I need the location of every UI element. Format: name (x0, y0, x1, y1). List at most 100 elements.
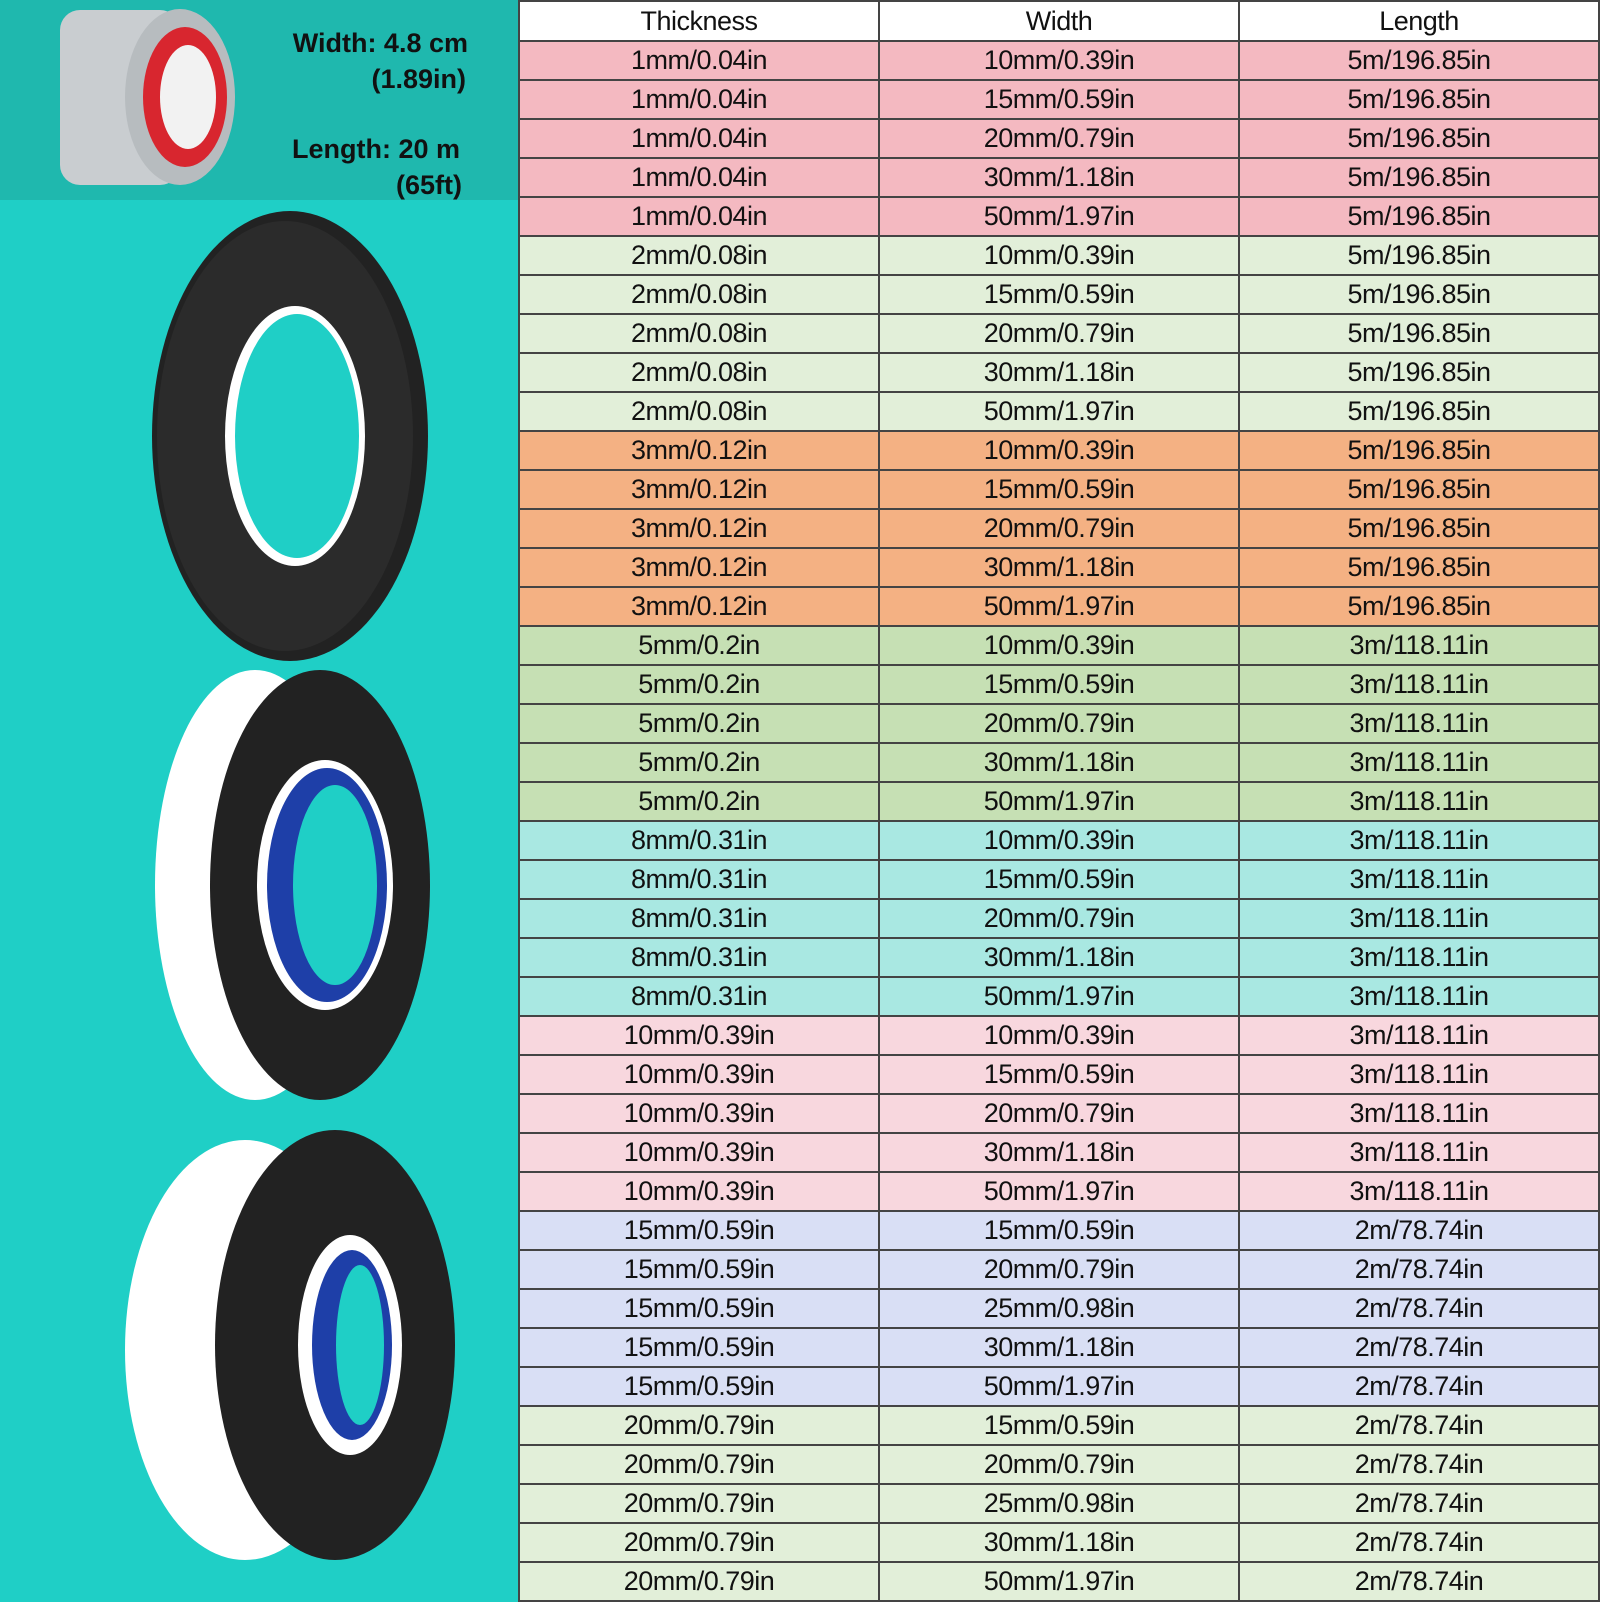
table-row: 3mm/0.12in 30mm/1.18in 5m/196.85in (518, 547, 1600, 588)
table-cell: 5m/196.85in (1238, 235, 1600, 276)
table-cell: 50mm/1.97in (878, 391, 1240, 432)
tape-roll-2 (155, 670, 430, 1100)
table-row: 10mm/0.39in 15mm/0.59in 3m/118.11in (518, 1054, 1600, 1095)
table-row: 3mm/0.12in 50mm/1.97in 5m/196.85in (518, 586, 1600, 627)
table-cell: 3m/118.11in (1238, 820, 1600, 861)
table-cell: 15mm/0.59in (878, 469, 1240, 510)
table-cell: 30mm/1.18in (878, 742, 1240, 783)
product-panel: Width: 4.8 cm (1.89in) Length: 20 m (65f… (0, 0, 518, 1600)
table-cell: 3m/118.11in (1238, 703, 1600, 744)
table-row: 1mm/0.04in 30mm/1.18in 5m/196.85in (518, 157, 1600, 198)
table-cell: 20mm/0.79in (878, 313, 1240, 354)
table-cell: 3m/118.11in (1238, 937, 1600, 978)
table-row: 2mm/0.08in 10mm/0.39in 5m/196.85in (518, 235, 1600, 276)
table-cell: 2m/78.74in (1238, 1561, 1600, 1602)
table-row: 3mm/0.12in 20mm/0.79in 5m/196.85in (518, 508, 1600, 549)
table-cell: 2mm/0.08in (518, 235, 880, 276)
table-row: 1mm/0.04in 10mm/0.39in 5m/196.85in (518, 40, 1600, 81)
table-cell: 10mm/0.39in (518, 1054, 880, 1095)
table-row: 8mm/0.31in 50mm/1.97in 3m/118.11in (518, 976, 1600, 1017)
table-cell: 15mm/0.59in (878, 859, 1240, 900)
table-cell: 2mm/0.08in (518, 391, 880, 432)
table-cell: 10mm/0.39in (518, 1132, 880, 1173)
table-row: 10mm/0.39in 20mm/0.79in 3m/118.11in (518, 1093, 1600, 1134)
spec-length-alt: (65ft) (396, 170, 462, 200)
table-cell: 5mm/0.2in (518, 703, 880, 744)
table-cell: 8mm/0.31in (518, 898, 880, 939)
table-row: 10mm/0.39in 30mm/1.18in 3m/118.11in (518, 1132, 1600, 1173)
table-cell: 3mm/0.12in (518, 469, 880, 510)
table-cell: 5m/196.85in (1238, 40, 1600, 81)
table-cell: 2m/78.74in (1238, 1522, 1600, 1563)
table-row: 15mm/0.59in 30mm/1.18in 2m/78.74in (518, 1327, 1600, 1368)
table-cell: 5m/196.85in (1238, 79, 1600, 120)
table-cell: 10mm/0.39in (518, 1015, 880, 1056)
table-row: 20mm/0.79in 20mm/0.79in 2m/78.74in (518, 1444, 1600, 1485)
table-cell: 3mm/0.12in (518, 586, 880, 627)
table-cell: 2m/78.74in (1238, 1210, 1600, 1251)
table-row: 1mm/0.04in 15mm/0.59in 5m/196.85in (518, 79, 1600, 120)
table-cell: 50mm/1.97in (878, 976, 1240, 1017)
table-row: 2mm/0.08in 50mm/1.97in 5m/196.85in (518, 391, 1600, 432)
table-cell: 15mm/0.59in (878, 274, 1240, 315)
table-cell: 5mm/0.2in (518, 781, 880, 822)
column-header: Width (878, 0, 1240, 42)
table-cell: 20mm/0.79in (518, 1405, 880, 1446)
table-cell: 20mm/0.79in (878, 508, 1240, 549)
table-cell: 25mm/0.98in (878, 1288, 1240, 1329)
spec-length: Length: 20 m (291, 134, 460, 164)
table-row: 8mm/0.31in 30mm/1.18in 3m/118.11in (518, 937, 1600, 978)
table-cell: 20mm/0.79in (878, 1249, 1240, 1290)
table-cell: 1mm/0.04in (518, 196, 880, 237)
table-row: 15mm/0.59in 15mm/0.59in 2m/78.74in (518, 1210, 1600, 1251)
table-row: 1mm/0.04in 50mm/1.97in 5m/196.85in (518, 196, 1600, 237)
table-cell: 2m/78.74in (1238, 1405, 1600, 1446)
table-cell: 3mm/0.12in (518, 508, 880, 549)
table-cell: 20mm/0.79in (518, 1561, 880, 1602)
table-row: 10mm/0.39in 10mm/0.39in 3m/118.11in (518, 1015, 1600, 1056)
table-cell: 50mm/1.97in (878, 1366, 1240, 1407)
table-cell: 8mm/0.31in (518, 820, 880, 861)
table-cell: 30mm/1.18in (878, 352, 1240, 393)
table-cell: 5m/196.85in (1238, 391, 1600, 432)
table-cell: 3m/118.11in (1238, 1132, 1600, 1173)
table-cell: 8mm/0.31in (518, 937, 880, 978)
tape-illustrations (60, 9, 455, 1560)
foil-tape (60, 9, 235, 185)
table-cell: 20mm/0.79in (518, 1522, 880, 1563)
table-cell: 3m/118.11in (1238, 1015, 1600, 1056)
table-row: 8mm/0.31in 15mm/0.59in 3m/118.11in (518, 859, 1600, 900)
table-cell: 20mm/0.79in (518, 1483, 880, 1524)
table-cell: 5m/196.85in (1238, 196, 1600, 237)
table-row: 5mm/0.2in 15mm/0.59in 3m/118.11in (518, 664, 1600, 705)
table-cell: 5m/196.85in (1238, 118, 1600, 159)
table-row: 15mm/0.59in 20mm/0.79in 2m/78.74in (518, 1249, 1600, 1290)
table-cell: 20mm/0.79in (878, 703, 1240, 744)
tape-roll-1 (152, 211, 428, 661)
table-cell: 3m/118.11in (1238, 742, 1600, 783)
table-cell: 10mm/0.39in (878, 625, 1240, 666)
table-row: 8mm/0.31in 20mm/0.79in 3m/118.11in (518, 898, 1600, 939)
table-cell: 5m/196.85in (1238, 469, 1600, 510)
table-cell: 10mm/0.39in (878, 1015, 1240, 1056)
table-cell: 3m/118.11in (1238, 781, 1600, 822)
table-row: 3mm/0.12in 15mm/0.59in 5m/196.85in (518, 469, 1600, 510)
table-row: 5mm/0.2in 30mm/1.18in 3m/118.11in (518, 742, 1600, 783)
table-cell: 3m/118.11in (1238, 898, 1600, 939)
table-cell: 5mm/0.2in (518, 625, 880, 666)
table-cell: 1mm/0.04in (518, 157, 880, 198)
table-cell: 10mm/0.39in (878, 430, 1240, 471)
table-cell: 25mm/0.98in (878, 1483, 1240, 1524)
table-cell: 8mm/0.31in (518, 976, 880, 1017)
table-cell: 10mm/0.39in (518, 1171, 880, 1212)
table-row: 2mm/0.08in 30mm/1.18in 5m/196.85in (518, 352, 1600, 393)
table-row: 5mm/0.2in 50mm/1.97in 3m/118.11in (518, 781, 1600, 822)
table-row: 1mm/0.04in 20mm/0.79in 5m/196.85in (518, 118, 1600, 159)
table-cell: 30mm/1.18in (878, 547, 1240, 588)
table-cell: 2m/78.74in (1238, 1366, 1600, 1407)
table-cell: 15mm/0.59in (518, 1366, 880, 1407)
table-cell: 2mm/0.08in (518, 313, 880, 354)
table-cell: 3m/118.11in (1238, 976, 1600, 1017)
table-cell: 15mm/0.59in (518, 1327, 880, 1368)
